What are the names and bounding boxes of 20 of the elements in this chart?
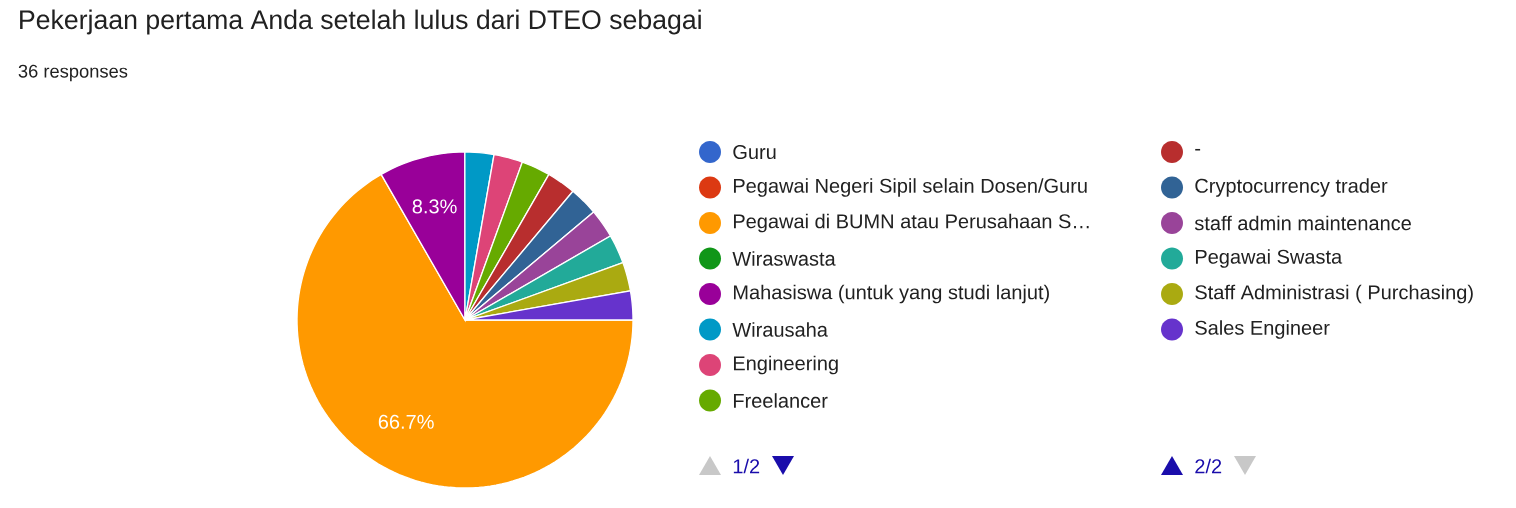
text: 36 responses <box>18 64 128 82</box>
legend-label: - <box>1195 148 1201 151</box>
legend-label: Wirausaha <box>732 322 828 337</box>
legend-label: Wiraswasta <box>732 251 836 266</box>
text: 1/2 <box>733 458 760 474</box>
legend-label: Mahasiswa (untuk yang studi lanjut) <box>733 284 1049 304</box>
data-label: 8.3% <box>412 199 457 214</box>
legend-label: Sales Engineer <box>1195 320 1330 339</box>
legend-label: Guru <box>733 144 776 160</box>
legend-label: Engineering <box>733 355 838 375</box>
chart-title: Pekerjaan pertama Anda setelah lulus dari DTEO sebagai <box>20 9 701 35</box>
legend-label: Pegawai Swasta <box>1195 249 1343 268</box>
legend-label: Freelancer <box>733 393 828 408</box>
legend-label: Staff Administrasi ( Purchasing) <box>1195 284 1473 304</box>
legend-label: Cryptocurrency trader <box>1195 178 1388 197</box>
legend-label: staff admin maintenance <box>1194 215 1411 231</box>
legend-label: Pegawai Negeri Sipil selain Dosen/Guru <box>733 178 1087 197</box>
data-label: 66.7% <box>378 414 434 429</box>
text: 2/2 <box>1195 458 1222 474</box>
legend-label: Pegawai di BUMN atau Perusahaan S… <box>733 213 1089 233</box>
